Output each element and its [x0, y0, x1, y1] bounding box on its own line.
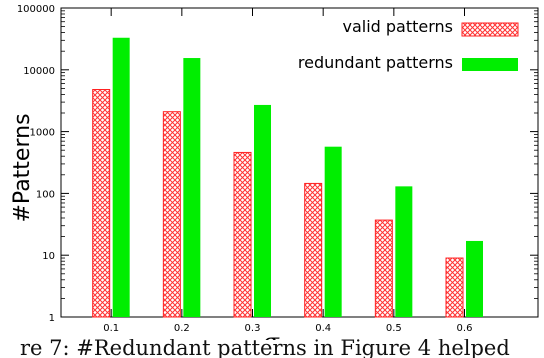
- legend-swatch-valid: [461, 22, 519, 37]
- y-axis-ticks: 1 10 100 1000 10000 100000: [17, 4, 538, 324]
- figure-caption: re 7: #Redundant patterns in Figure 4 he…: [20, 339, 510, 358]
- y-tick-label: 100: [36, 189, 55, 200]
- y-tick-label: 100000: [17, 4, 55, 15]
- y-tick-label: 1000: [30, 128, 55, 139]
- legend: valid patterns redundant patterns: [298, 17, 519, 72]
- y-tick-label: 10000: [23, 66, 55, 77]
- plot-frame: [60, 7, 539, 318]
- bar-valid-patterns: [374, 219, 393, 318]
- bars: [92, 37, 484, 318]
- y-axis-label: #Patterns: [10, 113, 35, 222]
- bar-valid-patterns: [92, 88, 111, 318]
- bar-valid-patterns: [445, 257, 464, 318]
- legend-label-redundant: redundant patterns: [298, 53, 453, 72]
- bar-valid-patterns: [233, 151, 252, 318]
- x-axis-label-symbol: σ: [263, 328, 280, 340]
- legend-label-valid: valid patterns: [342, 17, 453, 36]
- x-axis-label-subscript: min: [281, 339, 310, 340]
- x-axis-label: σ: [263, 328, 280, 340]
- legend-swatch-redundant: [462, 58, 518, 71]
- bar-redundant-patterns: [395, 186, 413, 317]
- bar-valid-patterns: [162, 111, 181, 318]
- chart: 1 10 100 1000 10000 100000 0.1 0.2 0.3 0.4 0.5 0.6…: [10, 4, 539, 340]
- x-tick-label: 0.5: [386, 323, 402, 334]
- bar-redundant-patterns: [466, 240, 484, 317]
- bar-redundant-patterns: [324, 146, 342, 317]
- x-tick-label: 0.2: [174, 323, 190, 334]
- bar-redundant-patterns: [183, 58, 201, 317]
- bar-valid-patterns: [304, 182, 323, 318]
- x-axis-ticks: 0.1 0.2 0.3 0.4 0.5 0.6: [103, 8, 472, 334]
- x-tick-label: 0.3: [245, 323, 261, 334]
- x-tick-label: 0.1: [103, 323, 119, 334]
- y-tick-label: 10: [42, 251, 55, 262]
- plot-area: [60, 7, 539, 318]
- x-tick-label: 0.6: [457, 323, 473, 334]
- bar-redundant-patterns: [254, 104, 272, 318]
- y-tick-label: 1: [49, 313, 55, 324]
- bar-redundant-patterns: [112, 37, 130, 318]
- x-tick-label: 0.4: [315, 323, 331, 334]
